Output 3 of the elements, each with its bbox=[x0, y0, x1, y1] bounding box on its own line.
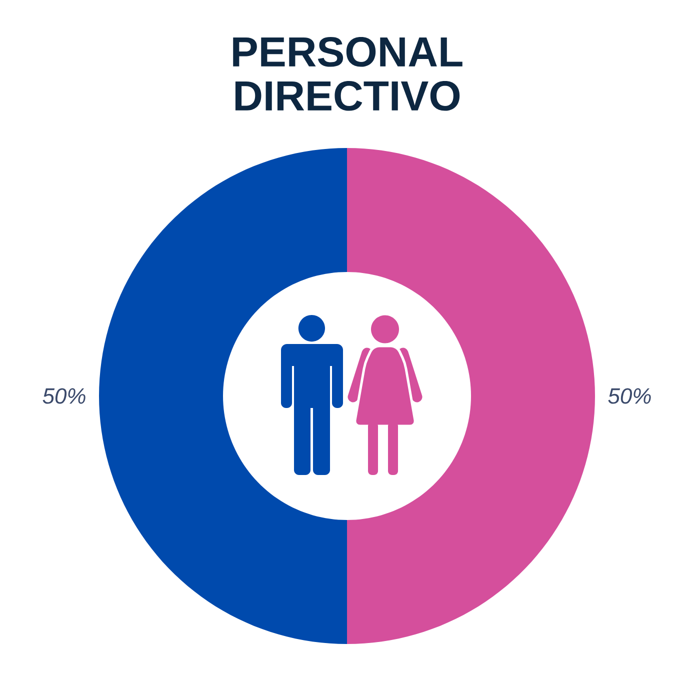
chart-title: PERSONAL DIRECTIVO bbox=[233, 37, 462, 111]
data-label: 50% bbox=[42, 388, 86, 404]
data-label: 50% bbox=[608, 388, 651, 404]
